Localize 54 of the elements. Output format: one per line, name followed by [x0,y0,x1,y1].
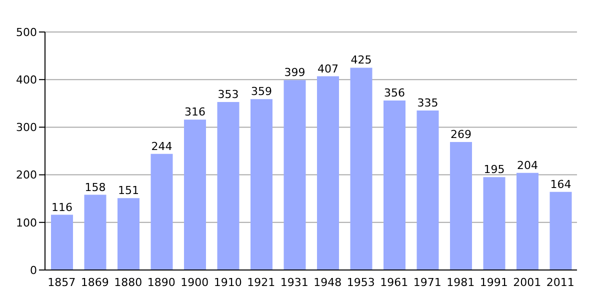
bar [250,99,272,270]
x-tick-label: 1869 [80,276,109,289]
y-tick-label: 300 [16,121,37,134]
bar [483,177,506,270]
bar [516,172,538,270]
data-label: 356 [384,86,405,100]
data-label: 425 [350,54,372,67]
y-tick-label: 0 [30,264,37,277]
x-tick-label: 1981 [446,276,475,289]
x-tick-label: 1900 [180,276,209,289]
bar [84,194,106,270]
y-tick-label: 200 [16,168,37,182]
data-label: 116 [52,200,72,214]
x-tick-label: 2011 [546,276,574,289]
x-tick-label: 1931 [280,276,308,289]
x-tick-label: 1961 [380,276,408,289]
data-label: 164 [550,178,572,191]
data-label: 151 [118,184,139,198]
data-label: 204 [517,158,538,172]
x-tick-label: 1953 [346,276,375,289]
x-tick-label: 1948 [314,276,342,289]
bar [118,198,140,270]
bar [184,120,206,270]
x-tick-label: 1880 [114,276,142,289]
x-tick-label: 1910 [214,276,242,289]
data-label: 269 [450,128,472,141]
x-tick-label: 1971 [413,276,442,289]
data-label: 399 [284,66,306,80]
data-label: 353 [218,88,239,101]
y-tick-label: 500 [16,26,37,39]
data-label: 244 [151,140,172,153]
x-tick-label: 1991 [480,276,508,289]
data-label: 359 [251,85,272,98]
bar [450,142,472,270]
bar [350,68,372,270]
x-tick-label: 1921 [247,276,276,289]
bar [550,192,572,270]
data-label: 195 [484,163,505,176]
bar [384,100,406,270]
x-tick-label: 1857 [48,276,76,289]
y-tick-label: 400 [16,74,37,87]
data-label: 158 [84,180,106,194]
data-label: 335 [417,96,438,110]
x-tick-label: 2001 [513,276,542,289]
data-label: 407 [318,62,338,76]
bar [51,214,73,270]
bar [284,80,306,270]
bar [217,102,240,270]
y-tick-label: 100 [16,216,37,230]
x-tick-label: 1890 [147,276,176,289]
bar [150,154,173,270]
data-label: 316 [184,106,206,119]
bar [416,110,439,270]
bar [317,76,339,270]
